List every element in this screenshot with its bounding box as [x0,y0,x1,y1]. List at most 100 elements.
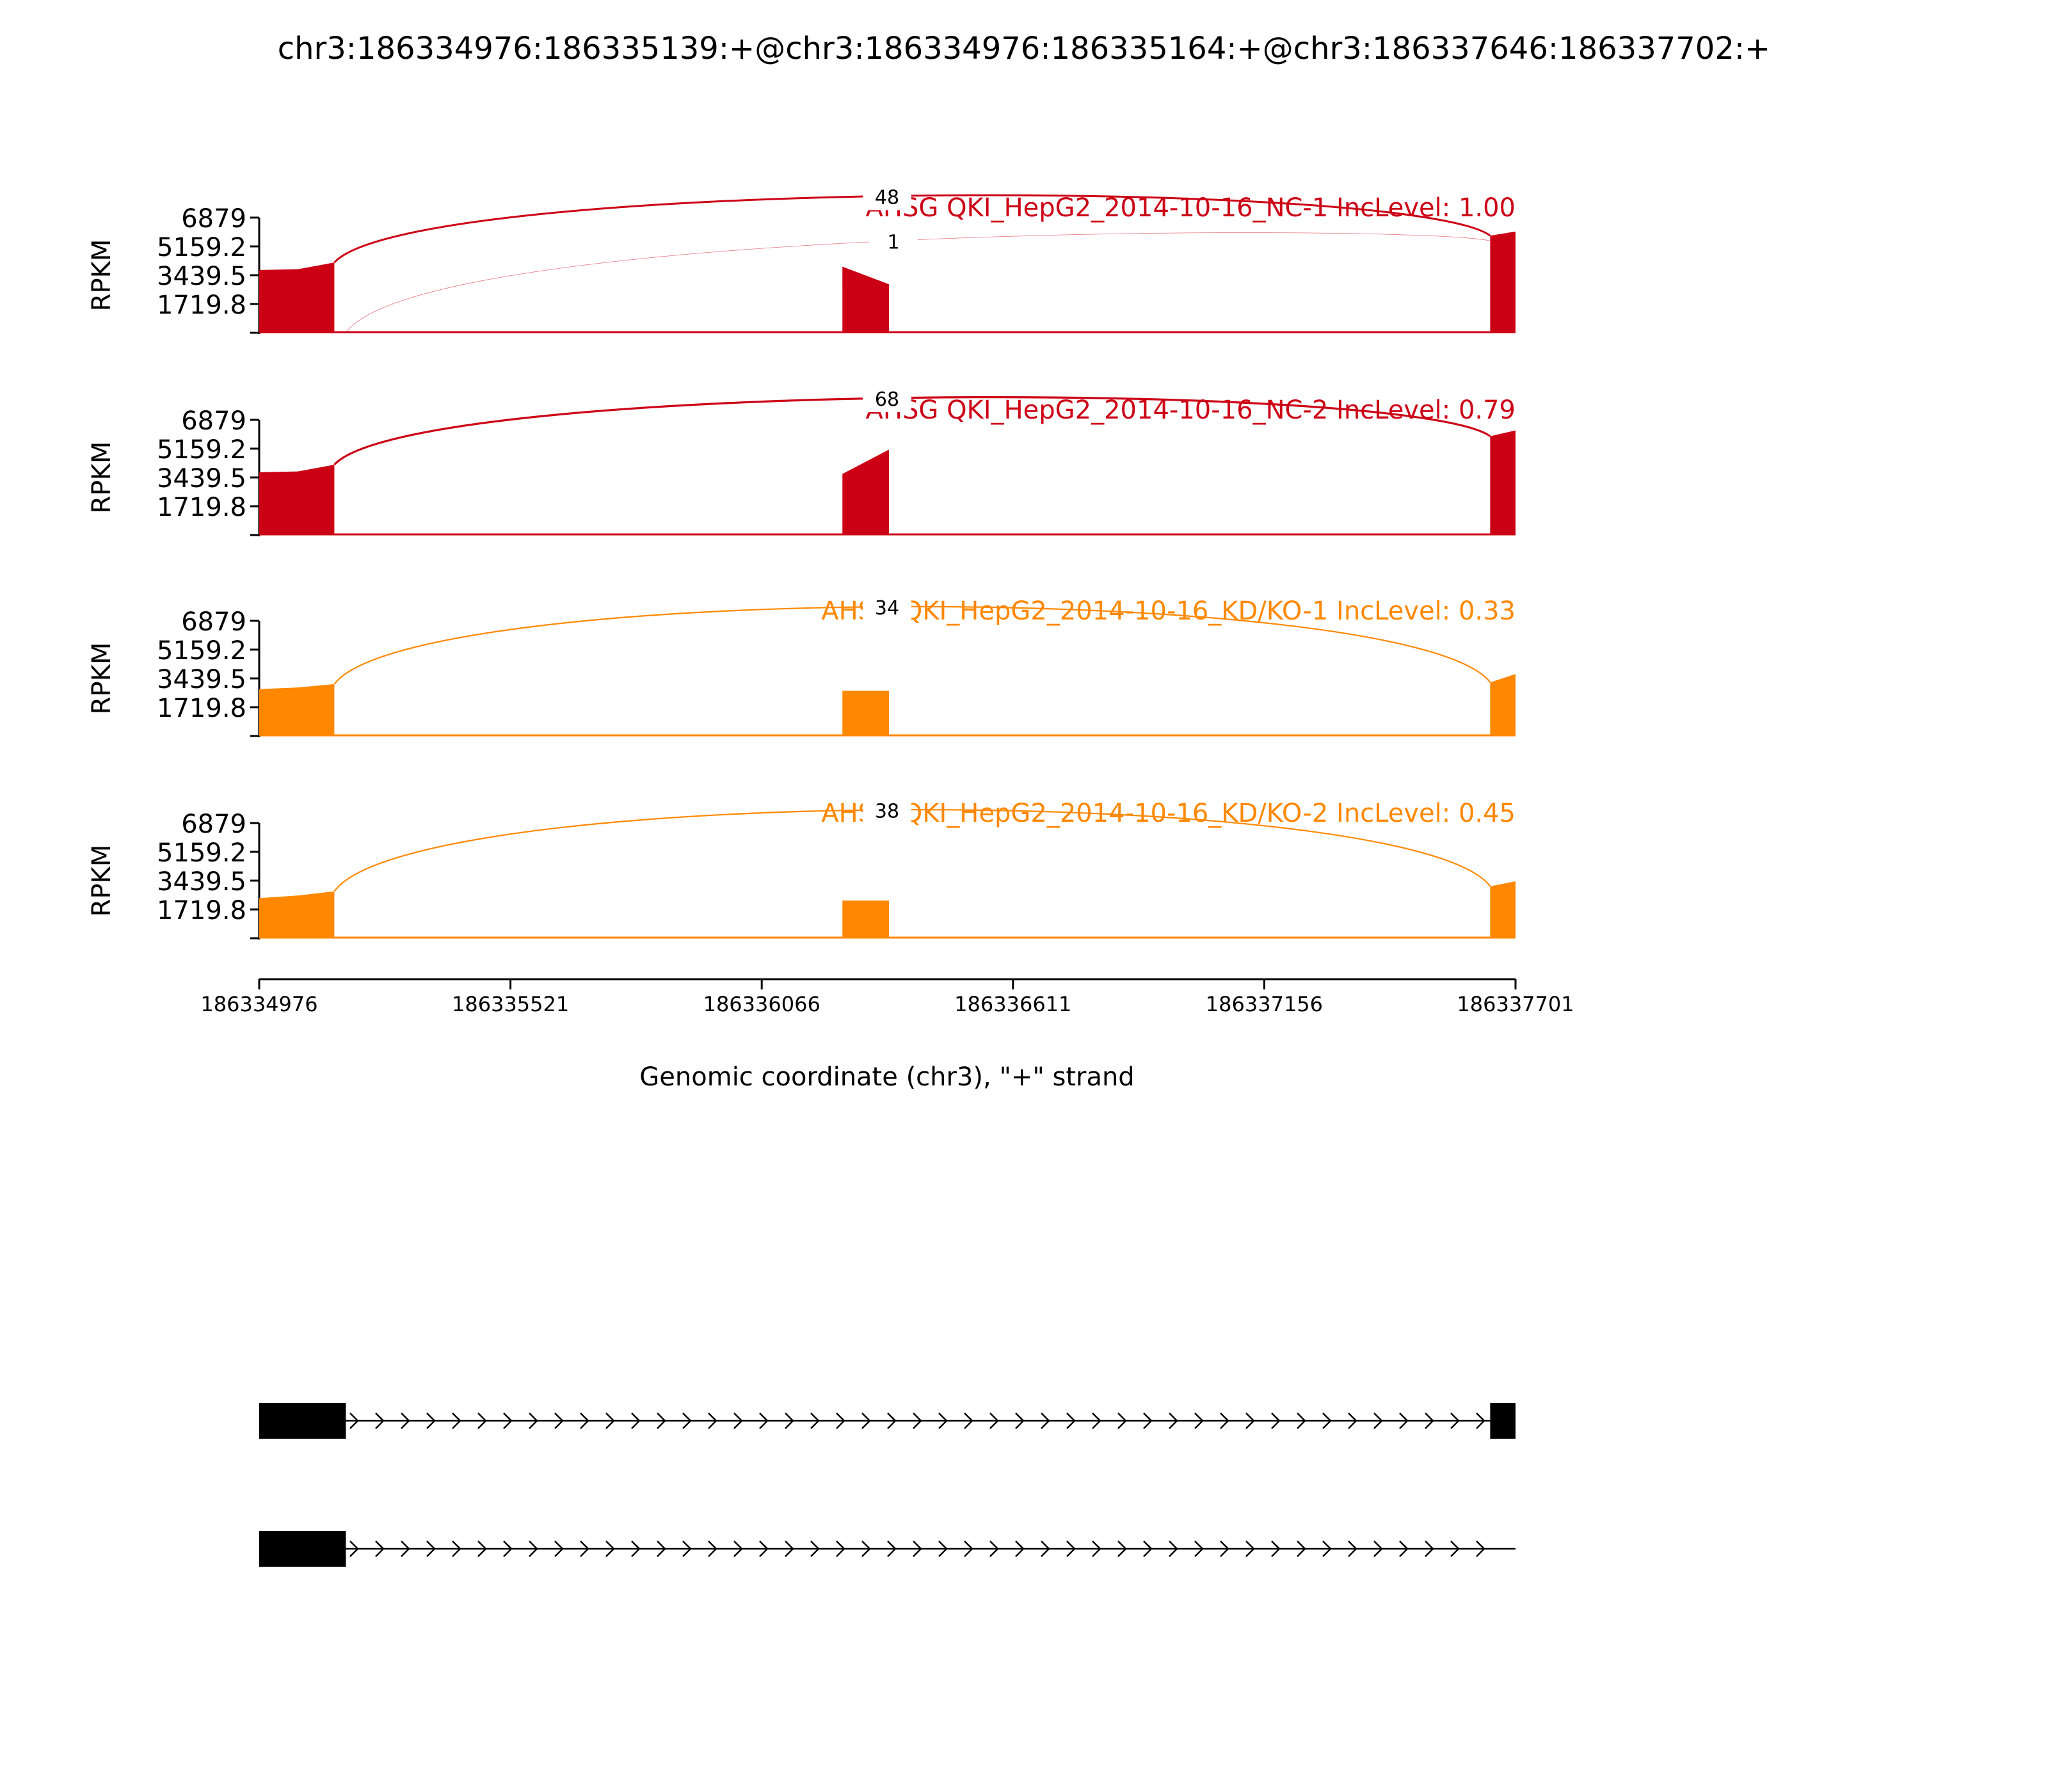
strand-arrow [733,1540,743,1557]
isoform-structures [259,1403,1516,1567]
x-tick-label: 186335521 [452,992,569,1016]
strand-arrow [1015,1412,1025,1429]
exon-block [1490,1403,1516,1439]
junction-arc [333,396,1491,466]
x-tick-label: 186337701 [1457,992,1574,1016]
strand-arrow [605,1412,615,1429]
junction-count: 1 [887,232,899,254]
exon-coverage-1 [259,891,335,938]
strand-arrow [989,1412,999,1429]
strand-arrow [1297,1412,1306,1429]
strand-arrow [1169,1540,1178,1557]
x-tick-label: 186337156 [1206,992,1323,1016]
strand-arrow [554,1412,564,1429]
strand-arrow [631,1412,641,1429]
exon-coverage-3 [1490,881,1516,938]
series-label: AHSG QKI_HepG2_2014-10-16_KD/KO-1 IncLev… [821,596,1516,626]
strand-arrow [605,1540,615,1557]
strand-arrow [349,1540,359,1557]
strand-arrow [1117,1540,1127,1557]
y-tick-label: 6879 [181,607,246,637]
strand-arrow [887,1540,897,1557]
junction-count-box [863,384,911,413]
exon-coverage-2 [842,691,890,736]
strand-arrow [861,1412,871,1429]
exon-coverage-1 [259,684,335,736]
exon-coverage-3 [1490,430,1516,535]
strand-arrow [682,1412,692,1429]
strand-arrow [1425,1412,1434,1429]
strand-arrow [554,1540,564,1557]
strand-arrow [810,1540,820,1557]
strand-arrow [1399,1540,1409,1557]
junction-count-box [863,182,911,211]
strand-arrow [964,1412,973,1429]
y-axis-label: RPKM [87,643,116,715]
strand-arrow [1220,1412,1229,1429]
junction-arc [346,232,1491,333]
exon-block [259,1531,346,1567]
strand-arrow [836,1412,845,1429]
strand-arrow [375,1540,385,1557]
y-tick-label: 3439.5 [157,262,246,291]
strand-arrow [1143,1540,1153,1557]
strand-arrow [1476,1540,1485,1557]
strand-arrow [657,1540,666,1557]
y-tick-label: 6879 [181,204,246,234]
strand-arrow [1015,1540,1025,1557]
strand-arrow [913,1540,922,1557]
strand-arrow [1092,1540,1101,1557]
strand-arrow [708,1412,717,1429]
exon-coverage-1 [259,262,335,333]
strand-arrow [1041,1540,1050,1557]
exon-coverage-1 [259,465,335,535]
strand-arrow [401,1412,410,1429]
strand-arrow [580,1540,589,1557]
y-axis-label: RPKM [87,845,116,917]
y-tick-label: 1719.8 [157,896,246,925]
y-tick-label: 5159.2 [157,636,246,666]
junction-count-box [869,227,918,255]
junction-arc [333,194,1491,264]
isoform-2 [259,1531,1516,1567]
strand-arrow [708,1540,717,1557]
y-tick-label: 3439.5 [157,867,246,897]
exon-block [259,1403,346,1439]
strand-arrow [529,1540,538,1557]
x-tick-label: 186336611 [954,992,1071,1016]
strand-arrow [477,1540,487,1557]
strand-arrow [375,1412,385,1429]
strand-arrow [1476,1412,1485,1429]
strand-arrow [1143,1412,1153,1429]
exon-coverage-3 [1490,674,1516,736]
exon-coverage-2 [842,266,890,333]
strand-arrow [529,1412,538,1429]
y-tick-label: 5159.2 [157,838,246,868]
y-tick-label: 3439.5 [157,464,246,493]
strand-arrow [989,1540,999,1557]
strand-arrow [503,1412,513,1429]
strand-arrow [1041,1412,1050,1429]
strand-arrow [1271,1540,1281,1557]
y-tick-label: 1719.8 [157,694,246,723]
x-axis: 186334976 186335521 186336066 186336611 1863… [200,978,1574,1016]
strand-arrow [1399,1412,1409,1429]
strand-arrow [1066,1412,1076,1429]
strand-arrow [631,1540,641,1557]
figure-title: chr3:186334976:186335139:+@chr3:18633497… [278,31,1771,67]
strand-arrow [682,1540,692,1557]
strand-arrow [1373,1412,1383,1429]
strand-arrow [733,1412,743,1429]
strand-arrow [759,1412,769,1429]
strand-arrow [1271,1412,1281,1429]
strand-arrow [1425,1540,1434,1557]
strand-arrow [1322,1412,1332,1429]
strand-arrow [452,1540,461,1557]
strand-arrow [887,1412,897,1429]
y-tick-label: 1719.8 [157,493,246,522]
junction-arc [333,605,1491,685]
